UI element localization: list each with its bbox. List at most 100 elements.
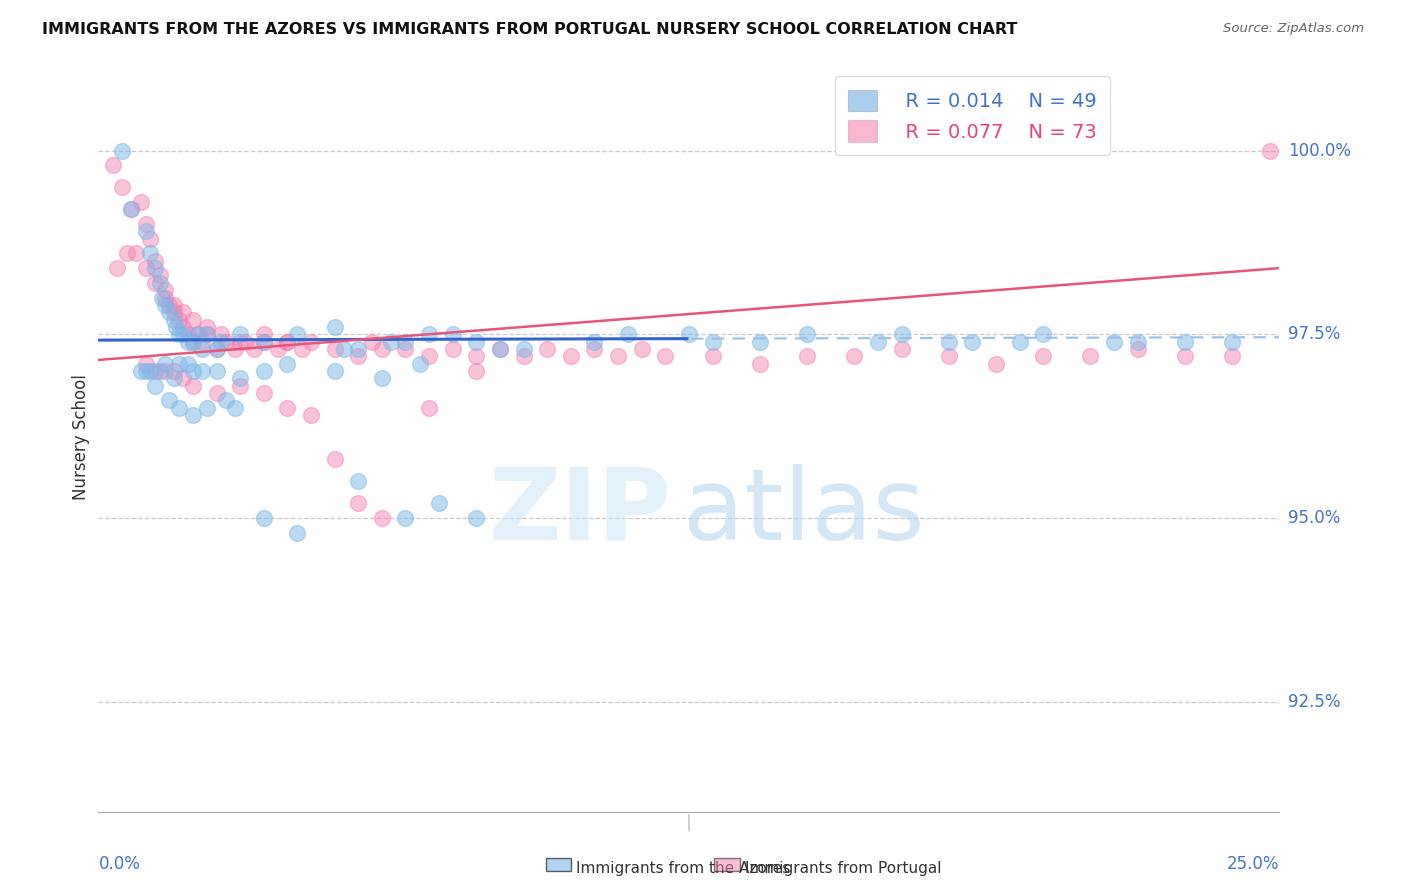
Text: Immigrants from Portugal: Immigrants from Portugal <box>745 861 942 876</box>
Point <box>890 342 912 356</box>
Point <box>616 327 638 342</box>
Point <box>1220 334 1243 349</box>
Point <box>285 327 308 342</box>
Point <box>1126 334 1149 349</box>
Point <box>167 327 190 342</box>
Point <box>1258 144 1281 158</box>
Point <box>187 327 209 342</box>
Point <box>111 180 134 194</box>
Point <box>129 194 152 209</box>
Point <box>224 401 246 415</box>
Point <box>135 261 157 276</box>
Point <box>143 276 166 290</box>
Point <box>143 364 166 378</box>
Point <box>167 312 190 326</box>
Point <box>209 327 232 342</box>
Point <box>371 371 394 385</box>
Point <box>115 246 138 260</box>
Point <box>299 334 322 349</box>
Point <box>195 327 218 342</box>
Point <box>299 408 322 422</box>
Point <box>583 334 606 349</box>
Point <box>253 364 276 378</box>
Point <box>215 393 238 408</box>
Point <box>1080 349 1102 363</box>
Point <box>181 334 204 349</box>
Point <box>150 291 173 305</box>
Point <box>347 349 370 363</box>
Point <box>323 319 346 334</box>
Point <box>157 393 180 408</box>
Point <box>1032 327 1054 342</box>
Point <box>125 246 148 260</box>
Point <box>560 349 582 363</box>
Point <box>427 496 450 510</box>
Point <box>195 327 218 342</box>
Point <box>195 401 218 415</box>
Point <box>465 364 488 378</box>
Point <box>1220 349 1243 363</box>
Point <box>347 496 370 510</box>
Point <box>153 291 176 305</box>
Point <box>1174 334 1197 349</box>
Point <box>181 364 204 378</box>
Point <box>1102 334 1125 349</box>
Point <box>153 364 176 378</box>
Point <box>418 349 440 363</box>
Point <box>135 357 157 371</box>
Point <box>181 312 204 326</box>
Point <box>191 334 214 349</box>
Point <box>229 334 252 349</box>
Point <box>323 364 346 378</box>
Point <box>172 371 194 385</box>
Point <box>143 253 166 268</box>
Point <box>229 371 252 385</box>
Point <box>135 224 157 238</box>
Point <box>229 378 252 392</box>
Point <box>394 342 416 356</box>
Point <box>285 525 308 540</box>
Point <box>143 378 166 392</box>
Point <box>233 334 256 349</box>
Point <box>167 357 190 371</box>
Text: 92.5%: 92.5% <box>1288 692 1340 711</box>
Point <box>135 364 157 378</box>
Text: Immigrants from the Azores: Immigrants from the Azores <box>576 861 790 876</box>
Point <box>253 334 276 349</box>
Point <box>153 298 176 312</box>
Point <box>105 261 128 276</box>
Point <box>153 283 176 297</box>
Point <box>844 349 866 363</box>
Point <box>276 334 298 349</box>
Point <box>163 371 186 385</box>
Point <box>243 342 266 356</box>
Point <box>205 342 228 356</box>
Point <box>153 357 176 371</box>
Point <box>229 327 252 342</box>
Point <box>748 357 770 371</box>
Point <box>938 334 960 349</box>
Point <box>371 342 394 356</box>
Point <box>890 327 912 342</box>
Point <box>630 342 652 356</box>
Point <box>678 327 700 342</box>
Point <box>796 349 818 363</box>
Point <box>1032 349 1054 363</box>
Point <box>135 217 157 231</box>
Point <box>157 305 180 319</box>
Point <box>181 378 204 392</box>
Point <box>181 408 204 422</box>
Point <box>163 298 186 312</box>
Point <box>1008 334 1031 349</box>
Point <box>702 334 724 349</box>
Point <box>276 357 298 371</box>
Point <box>489 342 512 356</box>
Text: atlas: atlas <box>683 464 925 560</box>
Point <box>323 342 346 356</box>
Point <box>866 334 889 349</box>
Point <box>465 511 488 525</box>
Point <box>129 364 152 378</box>
Point <box>111 144 134 158</box>
Point <box>157 298 180 312</box>
Point <box>205 364 228 378</box>
